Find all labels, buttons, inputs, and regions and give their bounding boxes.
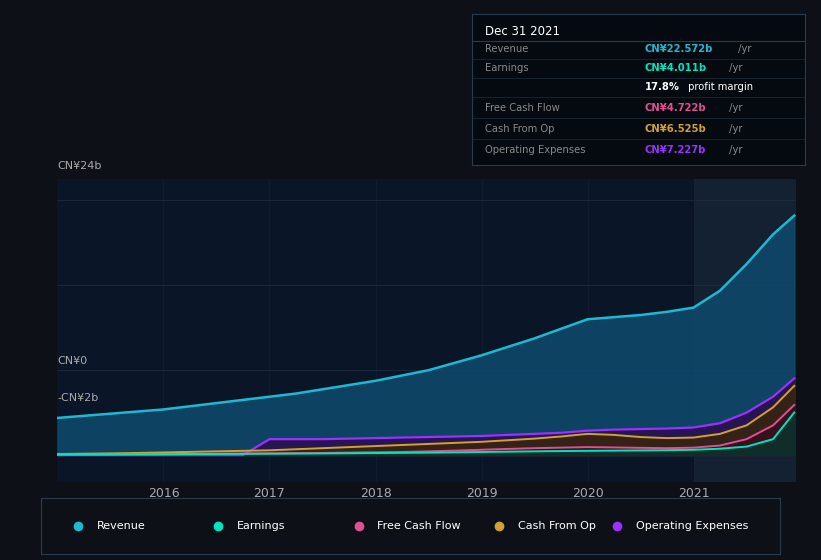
Text: CN¥6.525b: CN¥6.525b [645,124,707,134]
Text: Operating Expenses: Operating Expenses [636,521,748,531]
Text: -CN¥2b: -CN¥2b [57,393,99,403]
Text: Dec 31 2021: Dec 31 2021 [485,25,561,38]
Text: Cash From Op: Cash From Op [518,521,595,531]
Text: profit margin: profit margin [685,82,753,92]
Text: /yr: /yr [735,44,751,54]
Text: 17.8%: 17.8% [645,82,680,92]
Text: Revenue: Revenue [485,44,529,54]
Text: Revenue: Revenue [97,521,145,531]
Bar [694,179,805,482]
Text: /yr: /yr [726,145,742,155]
Text: /yr: /yr [726,124,742,134]
Text: CN¥0: CN¥0 [57,356,88,366]
Text: CN¥22.572b: CN¥22.572b [645,44,713,54]
Text: CN¥4.722b: CN¥4.722b [645,102,707,113]
Text: Earnings: Earnings [485,63,529,73]
Text: /yr: /yr [726,63,742,73]
Text: Operating Expenses: Operating Expenses [485,145,586,155]
Text: Cash From Op: Cash From Op [485,124,555,134]
Text: Earnings: Earnings [237,521,286,531]
Text: CN¥7.227b: CN¥7.227b [645,145,706,155]
Text: Free Cash Flow: Free Cash Flow [378,521,461,531]
Text: Free Cash Flow: Free Cash Flow [485,102,560,113]
Text: CN¥24b: CN¥24b [57,161,102,171]
Text: CN¥4.011b: CN¥4.011b [645,63,707,73]
Text: /yr: /yr [726,102,742,113]
